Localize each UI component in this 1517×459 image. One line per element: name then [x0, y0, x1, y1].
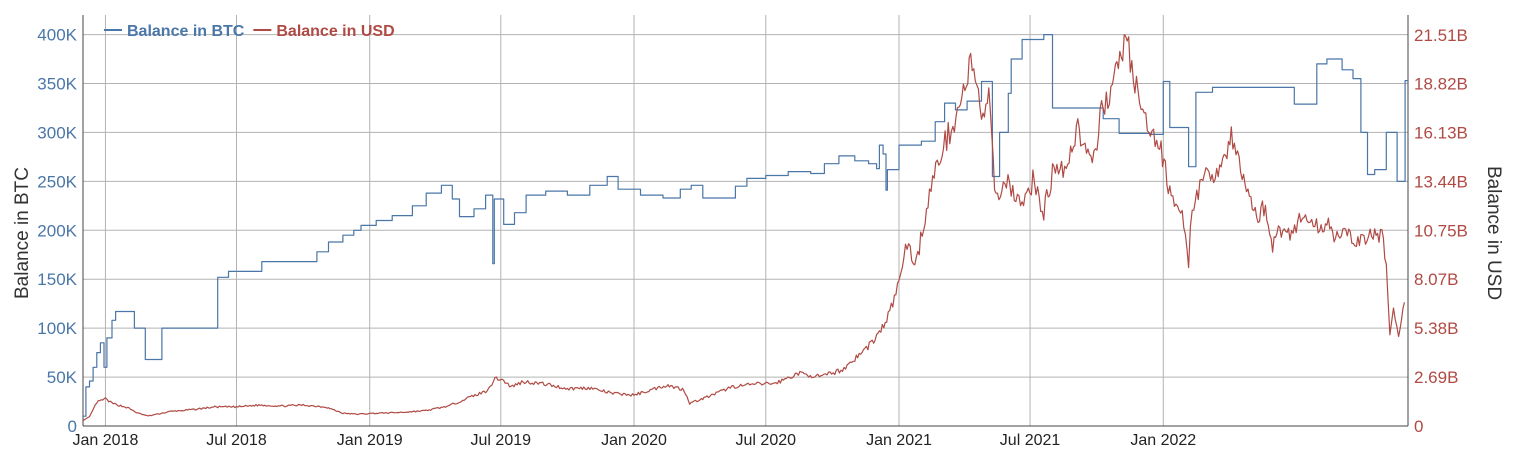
left-tick-label: 350K: [37, 75, 77, 94]
left-tick-label: 150K: [37, 270, 77, 289]
right-tick-label: 13.44B: [1414, 173, 1468, 192]
x-tick-label: Jan 2020: [601, 432, 667, 449]
x-tick-label: Jul 2019: [471, 432, 532, 449]
right-tick-label: 2.69B: [1414, 368, 1458, 387]
x-tick-label: Jan 2018: [73, 432, 139, 449]
right-tick-label: 10.75B: [1414, 222, 1468, 241]
left-axis-title: Balance in BTC: [12, 167, 33, 299]
left-tick-label: 100K: [37, 319, 77, 338]
left-tick-label: 50K: [47, 368, 78, 387]
right-axis-ticks: 0 2.69B 5.38B 8.07B 10.75B 13.44B 16.13B 18.82B…: [1414, 26, 1468, 436]
left-tick-label: 400K: [37, 26, 77, 45]
right-tick-label: 5.38B: [1414, 319, 1458, 338]
btc-balance-line: [83, 34, 1408, 417]
x-tick-label: Jan 2021: [866, 432, 932, 449]
legend-label-btc: Balance in BTC: [127, 23, 245, 40]
right-tick-label: 16.13B: [1414, 124, 1468, 143]
usd-balance-line: [82, 34, 1405, 422]
x-tick-label: Jul 2018: [206, 432, 267, 449]
x-tick-label: Jul 2020: [736, 432, 797, 449]
x-tick-label: Jul 2021: [1000, 432, 1061, 449]
right-tick-label: 18.82B: [1414, 75, 1468, 94]
x-tick-label: Jan 2022: [1130, 432, 1196, 449]
left-tick-label: 200K: [37, 221, 77, 240]
legend-label-usd: Balance in USD: [276, 23, 394, 40]
left-axis-ticks: 0 50K 100K 150K 200K 250K 300K 350K 400K: [37, 26, 77, 436]
legend: Balance in BTC Balance in USD: [104, 23, 395, 40]
gridlines: [83, 15, 1408, 426]
series-layer: [82, 34, 1408, 422]
x-tick-label: Jan 2019: [337, 432, 403, 449]
plot-area-frame: [82, 15, 1409, 427]
left-tick-label: 300K: [37, 123, 77, 142]
left-tick-label: 250K: [37, 172, 77, 191]
x-axis-ticks: Jan 2018 Jul 2018 Jan 2019 Jul 2019 Jan 2020…: [73, 432, 1197, 449]
left-tick-label: 0: [68, 417, 77, 436]
right-tick-label: 0: [1414, 417, 1423, 436]
right-tick-label: 8.07B: [1414, 270, 1458, 289]
right-axis-title: Balance in USD: [1483, 166, 1504, 300]
right-tick-label: 21.51B: [1414, 26, 1468, 45]
